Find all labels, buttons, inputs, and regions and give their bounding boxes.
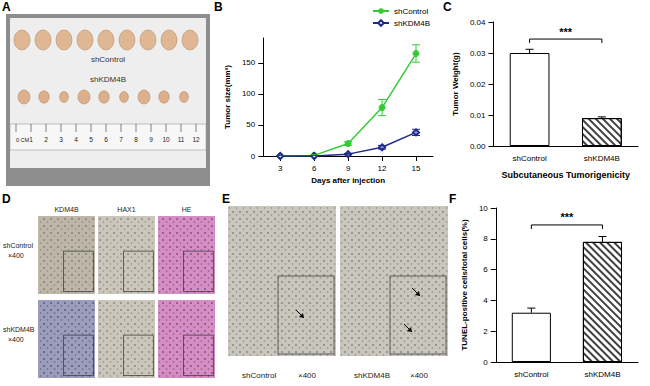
svg-text:100: 100	[242, 89, 256, 98]
svg-text:0 CM: 0 CM	[16, 137, 30, 143]
svg-text:50: 50	[246, 120, 255, 129]
svg-text:B: B	[214, 0, 223, 14]
svg-text:E: E	[222, 192, 230, 206]
svg-text:12: 12	[378, 164, 387, 173]
svg-text:shControl: shControl	[91, 55, 125, 64]
svg-text:KDM4B: KDM4B	[54, 206, 78, 213]
svg-text:shControl: shControl	[512, 154, 546, 163]
svg-text:shKDM4B: shKDM4B	[354, 371, 390, 380]
svg-text:0.00: 0.00	[470, 142, 486, 151]
svg-text:10: 10	[162, 136, 170, 143]
svg-text:C: C	[443, 0, 452, 14]
svg-text:11: 11	[178, 136, 185, 143]
svg-text:×400: ×400	[8, 252, 24, 259]
svg-text:9: 9	[149, 136, 153, 143]
svg-text:2: 2	[483, 327, 488, 336]
svg-text:shKDM4B: shKDM4B	[584, 154, 620, 163]
svg-text:0: 0	[483, 358, 488, 367]
svg-text:Subcutaneous Tumorigenicity: Subcutaneous Tumorigenicity	[502, 170, 630, 180]
svg-text:0.04: 0.04	[470, 18, 486, 27]
svg-text:5: 5	[89, 136, 93, 143]
svg-text:Tumor size(mm³): Tumor size(mm³)	[223, 65, 232, 129]
svg-text:0.03: 0.03	[470, 49, 486, 58]
svg-text:A: A	[2, 0, 11, 14]
svg-text:TUNEL-positive cells/total cel: TUNEL-positive cells/total cells(%)	[460, 219, 469, 350]
svg-text:8: 8	[134, 136, 138, 143]
svg-text:0.02: 0.02	[470, 80, 486, 89]
svg-text:1: 1	[29, 136, 33, 143]
svg-text:HE: HE	[182, 206, 192, 213]
svg-text:***: ***	[560, 211, 574, 223]
svg-text:10: 10	[479, 204, 488, 213]
svg-text:×400: ×400	[8, 336, 24, 343]
svg-text:shControl: shControl	[394, 7, 428, 16]
svg-text:×400: ×400	[410, 371, 429, 380]
svg-text:3: 3	[59, 136, 63, 143]
svg-text:HAX1: HAX1	[117, 206, 135, 213]
svg-text:4: 4	[483, 296, 488, 305]
svg-text:6: 6	[104, 136, 108, 143]
svg-text:0: 0	[251, 152, 256, 161]
svg-text:shControl: shControl	[514, 370, 548, 379]
svg-text:shKDM4B: shKDM4B	[3, 326, 35, 333]
svg-text:Days after injection: Days after injection	[311, 176, 385, 185]
svg-text:shControl: shControl	[3, 242, 33, 249]
svg-text:6: 6	[312, 164, 317, 173]
svg-text:6: 6	[483, 265, 488, 274]
svg-text:2: 2	[44, 136, 48, 143]
svg-text:15: 15	[412, 164, 421, 173]
svg-text:F: F	[449, 192, 456, 206]
svg-text:D: D	[2, 192, 11, 206]
svg-text:8: 8	[483, 234, 488, 243]
svg-text:shKDM4B: shKDM4B	[584, 370, 620, 379]
svg-text:shControl: shControl	[242, 371, 276, 380]
svg-text:9: 9	[346, 164, 351, 173]
svg-text:×400: ×400	[298, 371, 317, 380]
svg-text:3: 3	[278, 164, 283, 173]
svg-text:***: ***	[559, 26, 573, 38]
svg-text:4: 4	[74, 136, 78, 143]
svg-text:7: 7	[119, 136, 123, 143]
svg-text:Tumor Weight(g): Tumor Weight(g)	[451, 52, 460, 116]
svg-text:0.01: 0.01	[470, 111, 486, 120]
svg-text:12: 12	[192, 136, 200, 143]
svg-text:shKDM4B: shKDM4B	[90, 75, 126, 84]
svg-text:shKDM4B: shKDM4B	[394, 19, 430, 28]
svg-text:150: 150	[242, 58, 256, 67]
